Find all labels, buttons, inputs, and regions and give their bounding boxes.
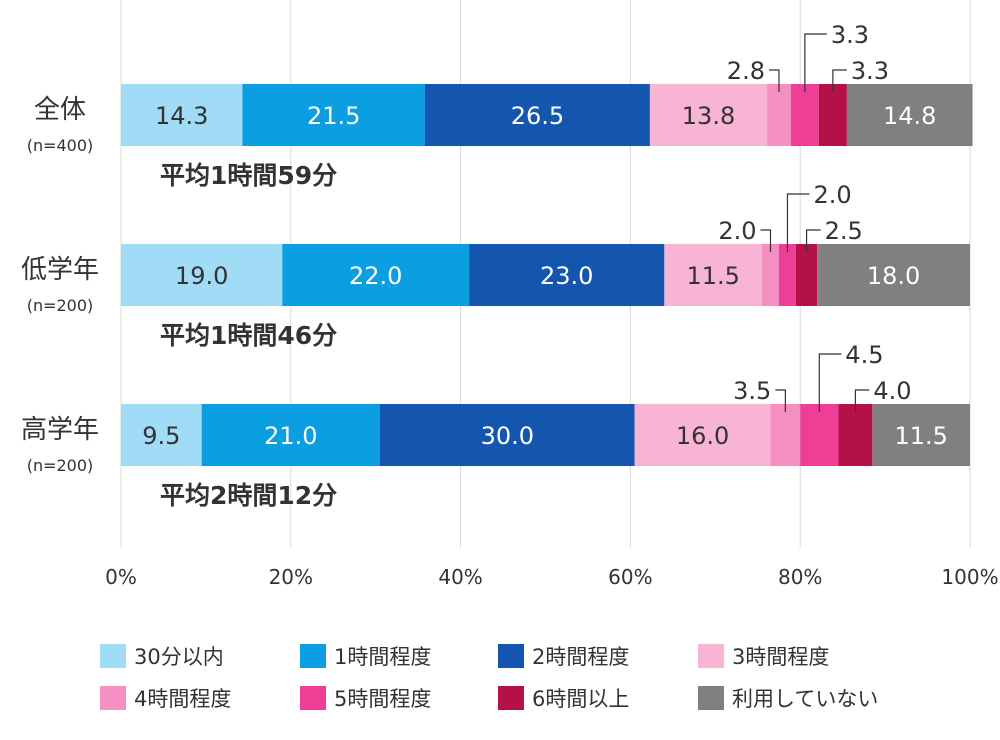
bar-segment <box>846 84 973 146</box>
callout-value-label: 4.5 <box>845 341 883 369</box>
bar-segment <box>817 244 970 306</box>
x-tick-label: 20% <box>269 565 313 589</box>
bar-segment <box>761 244 779 306</box>
legend-label: 6時間以上 <box>532 687 629 711</box>
callout-value-label: 2.8 <box>727 57 765 85</box>
bar-segment <box>664 244 762 306</box>
legend-swatch <box>498 686 524 710</box>
category-label: 高学年 <box>21 415 99 445</box>
legend-label: 2時間程度 <box>532 645 629 669</box>
bar-segment <box>767 84 791 146</box>
callout-line <box>805 229 821 252</box>
bar-segment <box>282 244 470 306</box>
legend: 30分以内 1時間程度 2時間程度 3時間程度 4時間程度 5時間程度 6時間以上 利用してい… <box>100 644 878 711</box>
callout-value-label: 2.5 <box>825 217 863 245</box>
bar-segment <box>778 244 796 306</box>
bar-segment <box>379 404 635 466</box>
bar-value-label: 30.0 <box>481 422 534 450</box>
bar-segment <box>121 244 283 306</box>
legend-label: 利用していない <box>732 687 878 711</box>
bar-segment <box>121 404 202 466</box>
legend-label: 1時間程度 <box>334 645 431 669</box>
category-n: (n=200) <box>27 456 94 475</box>
legend-label: 30分以内 <box>134 645 224 669</box>
bar-value-label: 23.0 <box>540 262 593 290</box>
bar-value-label: 16.0 <box>676 422 729 450</box>
bar-segment <box>838 404 873 466</box>
x-tick-label: 40% <box>438 565 482 589</box>
average-label: 平均1時間59分 <box>160 161 337 190</box>
callout-value-label: 3.5 <box>733 377 771 405</box>
bar-segment <box>201 404 380 466</box>
category-label: 低学年 <box>21 255 99 285</box>
callout-line <box>760 229 772 252</box>
legend-swatch <box>498 644 524 668</box>
x-axis: 0% 20% 40% 60% 80% 100% <box>105 565 998 589</box>
bars-layer <box>121 84 973 466</box>
bar-value-label: 21.0 <box>264 422 317 450</box>
x-tick-label: 60% <box>608 565 652 589</box>
bar-value-label: 18.0 <box>867 262 920 290</box>
bar-value-label: 11.5 <box>894 422 947 450</box>
bar-value-label: 9.5 <box>142 422 180 450</box>
callout-value-label: 4.0 <box>873 377 911 405</box>
x-tick-label: 80% <box>778 565 822 589</box>
bar-value-label: 19.0 <box>175 262 228 290</box>
legend-label: 4時間程度 <box>134 687 231 711</box>
category-n: (n=400) <box>27 136 94 155</box>
callout-line <box>854 389 870 412</box>
bar-segment <box>872 404 970 466</box>
bar-segment <box>790 84 819 146</box>
callout-line <box>832 69 847 92</box>
legend-label: 3時間程度 <box>732 645 829 669</box>
bar-segment <box>634 404 771 466</box>
callout-value-label: 2.0 <box>718 217 756 245</box>
bar-segment <box>424 84 650 146</box>
x-tick-label: 0% <box>105 565 137 589</box>
x-tick-label: 100% <box>941 565 998 589</box>
callout-value-label: 3.3 <box>851 57 889 85</box>
legend-swatch <box>100 644 126 668</box>
bar-segment <box>121 84 243 146</box>
legend-swatch <box>300 686 326 710</box>
bar-value-label: 11.5 <box>686 262 739 290</box>
callout-line <box>804 33 827 92</box>
bar-segment <box>795 244 818 306</box>
callout-line <box>818 353 842 412</box>
legend-swatch <box>100 686 126 710</box>
bar-value-label: 14.3 <box>155 102 208 130</box>
bar-segment <box>818 84 847 146</box>
bar-value-label: 22.0 <box>349 262 402 290</box>
bar-segment <box>649 84 768 146</box>
callout-value-label: 2.0 <box>813 181 851 209</box>
legend-swatch <box>300 644 326 668</box>
category-label: 全体 <box>34 95 86 125</box>
legend-swatch <box>698 644 724 668</box>
callout-value-label: 3.3 <box>831 21 869 49</box>
labels-layer: 全体 (n=400) 平均1時間59分 14.3 21.5 26.5 13.8 14.8 2.8… <box>21 21 948 510</box>
average-label: 平均2時間12分 <box>160 481 337 510</box>
legend-label: 5時間程度 <box>334 687 431 711</box>
callout-line <box>775 389 786 412</box>
bar-segment <box>469 244 665 306</box>
bar-value-label: 26.5 <box>511 102 564 130</box>
legend-swatch <box>698 686 724 710</box>
callout-line <box>786 193 810 252</box>
bar-segment <box>242 84 425 146</box>
bar-segment <box>770 404 801 466</box>
bar-segment <box>800 404 839 466</box>
category-n: (n=200) <box>27 296 94 315</box>
callout-line <box>768 69 780 92</box>
bar-value-label: 13.8 <box>682 102 735 130</box>
average-label: 平均1時間46分 <box>160 321 337 350</box>
bar-value-label: 14.8 <box>883 102 936 130</box>
bar-value-label: 21.5 <box>307 102 360 130</box>
